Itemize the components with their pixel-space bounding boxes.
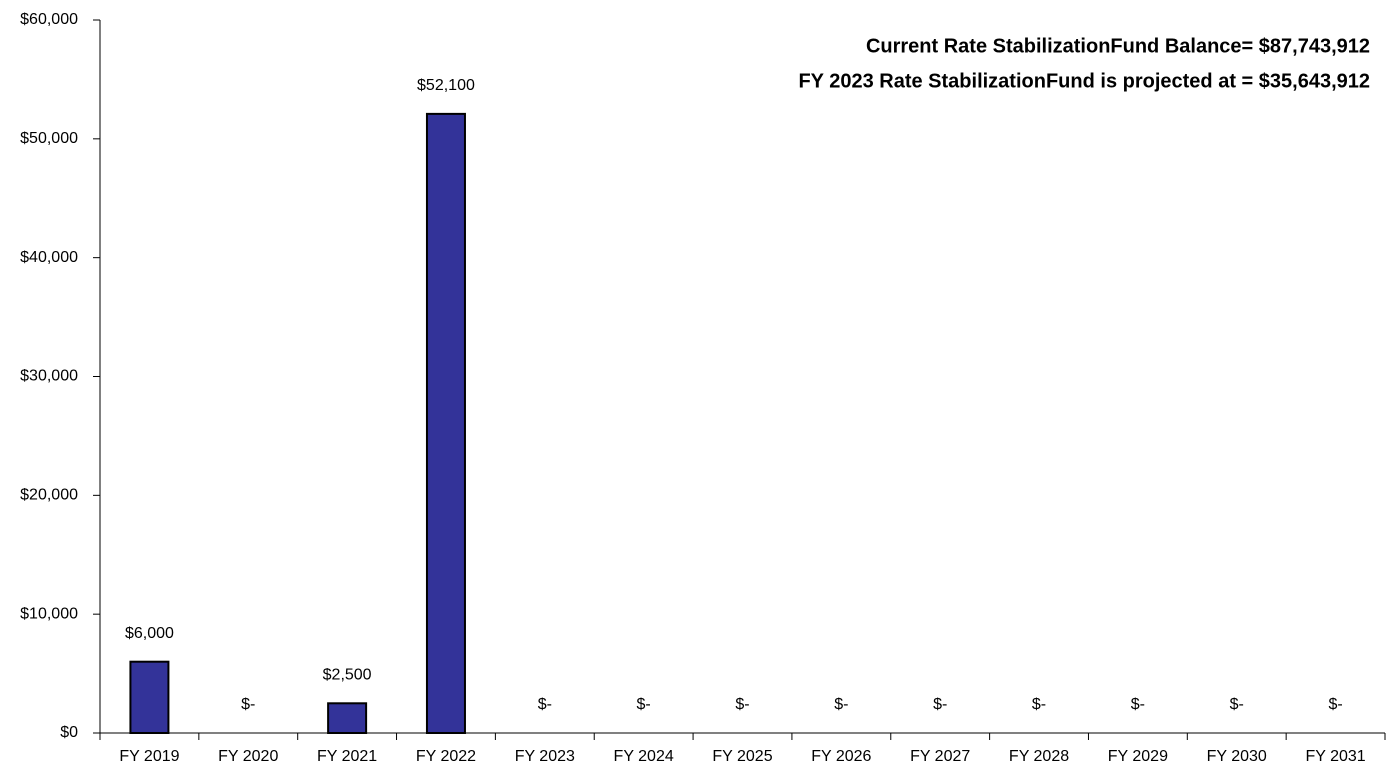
value-label: $6,000 bbox=[125, 625, 174, 642]
x-tick-label: FY 2022 bbox=[416, 748, 476, 765]
value-label: $- bbox=[538, 696, 552, 713]
annotation: Current Rate StabilizationFund Balance= … bbox=[866, 35, 1370, 57]
y-tick-label: $50,000 bbox=[20, 130, 78, 147]
x-tick-label: FY 2019 bbox=[119, 748, 179, 765]
x-tick-label: FY 2031 bbox=[1305, 748, 1365, 765]
x-tick-label: FY 2028 bbox=[1009, 748, 1069, 765]
y-tick-label: $60,000 bbox=[20, 11, 78, 28]
value-label: $- bbox=[241, 696, 255, 713]
value-label: $- bbox=[1032, 696, 1046, 713]
value-label: $- bbox=[637, 696, 651, 713]
x-tick-label: FY 2023 bbox=[515, 748, 575, 765]
y-tick-label: $0 bbox=[60, 724, 78, 741]
value-label: $- bbox=[1230, 696, 1244, 713]
x-tick-label: FY 2025 bbox=[712, 748, 772, 765]
value-label: $52,100 bbox=[417, 77, 475, 94]
bar bbox=[425, 112, 466, 734]
x-tick-label: FY 2030 bbox=[1207, 748, 1267, 765]
x-tick-label: FY 2024 bbox=[614, 748, 674, 765]
value-label: $- bbox=[1131, 696, 1145, 713]
annotation: FY 2023 Rate StabilizationFund is projec… bbox=[798, 70, 1370, 92]
value-label: $- bbox=[1328, 696, 1342, 713]
y-tick-label: $30,000 bbox=[20, 368, 78, 385]
y-tick-label: $10,000 bbox=[20, 605, 78, 622]
y-tick-label: $40,000 bbox=[20, 249, 78, 266]
x-tick-label: FY 2021 bbox=[317, 748, 377, 765]
bar bbox=[327, 702, 368, 735]
bar bbox=[129, 660, 170, 735]
y-tick-label: $20,000 bbox=[20, 487, 78, 504]
x-tick-label: FY 2027 bbox=[910, 748, 970, 765]
value-label: $2,500 bbox=[323, 667, 372, 684]
x-tick-label: FY 2029 bbox=[1108, 748, 1168, 765]
value-label: $- bbox=[735, 696, 749, 713]
value-label: $- bbox=[834, 696, 848, 713]
value-label: $- bbox=[933, 696, 947, 713]
x-tick-label: FY 2020 bbox=[218, 748, 278, 765]
x-tick-label: FY 2026 bbox=[811, 748, 871, 765]
